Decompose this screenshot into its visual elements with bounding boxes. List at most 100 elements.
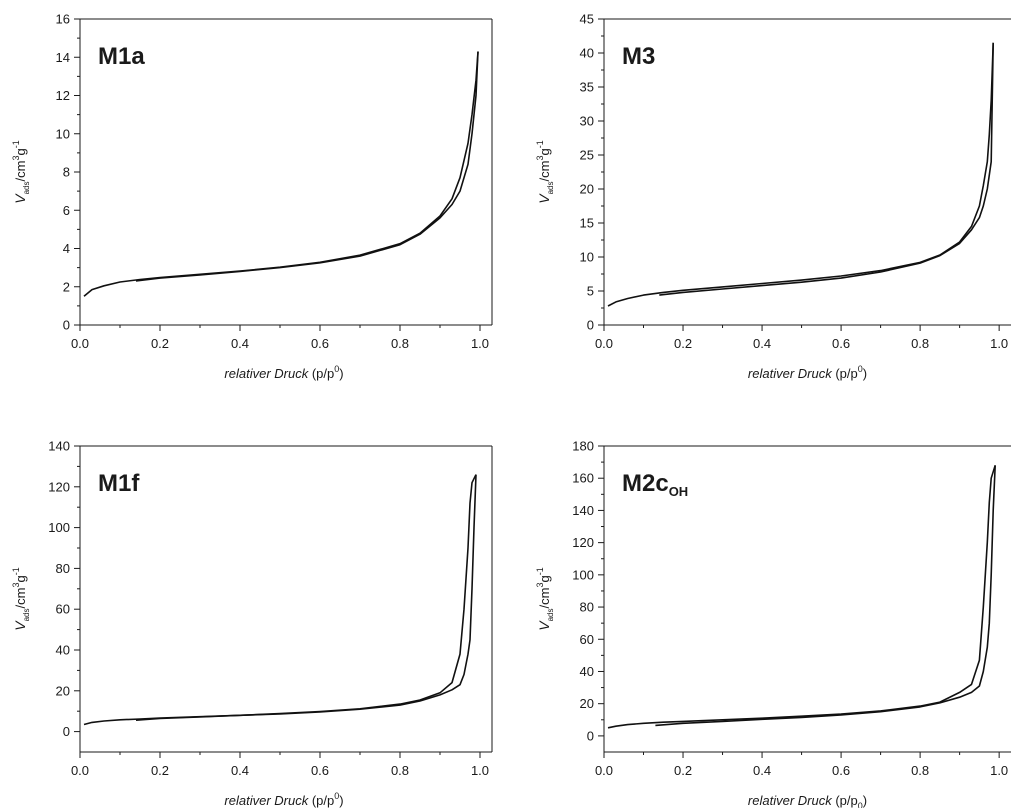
y-axis-label-unit: /cm bbox=[537, 161, 552, 182]
x-tick-label: 0.2 bbox=[151, 336, 169, 351]
y-tick-label: 0 bbox=[587, 318, 594, 333]
y-axis-label-expm1: -1 bbox=[11, 140, 21, 148]
x-tick-label: 0.4 bbox=[231, 336, 249, 351]
x-axis-label-sup: 0 bbox=[334, 791, 339, 801]
y-tick-label: 10 bbox=[56, 126, 70, 141]
isotherm-branch-1 bbox=[83, 51, 479, 297]
panel-label-subscript: OH bbox=[669, 484, 689, 499]
y-tick-label: 40 bbox=[580, 664, 594, 679]
y-axis-label: Vads/cm3g-1 bbox=[11, 567, 31, 630]
y-axis-label-g: g bbox=[537, 575, 552, 582]
x-axis-label: relativer Druck (p/p0) bbox=[748, 364, 867, 381]
x-tick-label: 1.0 bbox=[990, 763, 1008, 778]
x-tick-label: 0.2 bbox=[674, 336, 692, 351]
y-axis-label-unit: /cm bbox=[13, 161, 28, 182]
y-axis-label-g: g bbox=[13, 148, 28, 155]
y-tick-label: 30 bbox=[580, 114, 594, 129]
x-axis-label-close: ) bbox=[863, 793, 867, 808]
y-axis-label-exp3: 3 bbox=[535, 583, 545, 588]
y-tick-label: 8 bbox=[63, 165, 70, 180]
y-axis-label-unit: /cm bbox=[537, 588, 552, 609]
y-axis-label-v: V bbox=[536, 193, 552, 204]
y-axis-label-expm1: -1 bbox=[11, 567, 21, 575]
y-tick-label: 120 bbox=[572, 535, 594, 550]
x-tick-label: 0.8 bbox=[391, 763, 409, 778]
y-tick-label: 35 bbox=[580, 80, 594, 95]
x-axis-label-italic: relativer Druck bbox=[224, 366, 309, 381]
y-axis-label-sub: ads bbox=[22, 608, 31, 621]
y-tick-label: 10 bbox=[580, 250, 594, 265]
x-axis-label-italic: relativer Druck bbox=[748, 366, 833, 381]
y-tick-label: 2 bbox=[63, 279, 70, 294]
y-tick-label: 45 bbox=[580, 12, 594, 27]
isotherm-branch-2 bbox=[655, 465, 996, 727]
chart-panel-4: 0 20 40 60 80 100 120 140 160 180 0.0 0.2 0.4 0.6 0.8 1… bbox=[535, 439, 1011, 808]
chart-panel-1: 0 2 4 6 8 10 12 14 16 0.0 0.2 0.4 0.6 0.8 1.0 relativer… bbox=[11, 12, 493, 381]
y-axis-label-v: V bbox=[536, 620, 552, 631]
x-tick-label: 0.2 bbox=[151, 763, 169, 778]
x-tick-label: 0.2 bbox=[674, 763, 692, 778]
y-axis-label-exp3: 3 bbox=[535, 156, 545, 161]
x-tick-label: 0.4 bbox=[753, 336, 771, 351]
y-tick-label: 20 bbox=[580, 182, 594, 197]
y-tick-label: 60 bbox=[56, 602, 70, 617]
panel-label: M2cOH bbox=[622, 470, 688, 499]
y-axis-label-g: g bbox=[537, 148, 552, 155]
y-axis-label: Vads/cm3g-1 bbox=[535, 567, 555, 630]
panel-label: M1a bbox=[98, 43, 145, 70]
y-tick-label: 40 bbox=[580, 46, 594, 61]
isotherm-branch-1 bbox=[83, 474, 477, 726]
x-axis-label-sup: 0 bbox=[858, 364, 863, 374]
y-axis-label: Vads/cm3g-1 bbox=[11, 140, 31, 203]
y-tick-label: 4 bbox=[63, 241, 70, 256]
x-tick-label: 1.0 bbox=[471, 336, 489, 351]
y-tick-label: 0 bbox=[587, 728, 594, 743]
x-axis-label: relativer Druck (p/p0) bbox=[224, 364, 343, 381]
y-tick-label: 120 bbox=[48, 479, 70, 494]
y-tick-label: 0 bbox=[63, 724, 70, 739]
x-axis-label-close: ) bbox=[339, 793, 343, 808]
y-tick-label: 40 bbox=[56, 643, 70, 658]
x-tick-label: 0.0 bbox=[595, 763, 613, 778]
x-axis-label-sub: 0 bbox=[858, 801, 863, 808]
y-axis-label-unit: /cm bbox=[13, 588, 28, 609]
x-tick-label: 0.8 bbox=[391, 336, 409, 351]
x-axis-label-unit: (p/p bbox=[832, 366, 858, 381]
x-axis-label-italic: relativer Druck bbox=[224, 793, 309, 808]
isotherm-branch-1 bbox=[607, 465, 996, 729]
panel-label-main: M2c bbox=[622, 470, 669, 497]
y-tick-label: 6 bbox=[63, 203, 70, 218]
x-axis-label-unit: (p/p bbox=[832, 793, 858, 808]
y-tick-label: 80 bbox=[580, 600, 594, 615]
isotherm-branch-1 bbox=[607, 42, 994, 307]
panel-label: M3 bbox=[622, 43, 655, 70]
isotherm-branch-2 bbox=[135, 51, 479, 282]
x-axis-label-italic: relativer Druck bbox=[748, 793, 833, 808]
panel-label-main: M1f bbox=[98, 470, 140, 497]
isotherm-branch-2 bbox=[135, 474, 477, 721]
x-axis-label-close: ) bbox=[863, 366, 867, 381]
y-axis-label-v: V bbox=[12, 620, 28, 631]
y-tick-label: 100 bbox=[572, 567, 594, 582]
y-axis-label-g: g bbox=[13, 575, 28, 582]
x-axis-label-unit: (p/p bbox=[308, 793, 334, 808]
x-tick-label: 0.0 bbox=[71, 336, 89, 351]
y-tick-label: 160 bbox=[572, 471, 594, 486]
panel-label-main: M3 bbox=[622, 43, 655, 70]
y-tick-label: 140 bbox=[572, 503, 594, 518]
panel-label-main: M1a bbox=[98, 43, 145, 70]
y-tick-label: 14 bbox=[56, 50, 70, 65]
y-tick-label: 12 bbox=[56, 88, 70, 103]
x-tick-label: 1.0 bbox=[990, 336, 1008, 351]
x-tick-label: 0.6 bbox=[832, 763, 850, 778]
y-tick-label: 5 bbox=[587, 284, 594, 299]
chart-panel-3: 0 20 40 60 80 100 120 140 0.0 0.2 0.4 0.6 0.8 1.0 rela… bbox=[11, 439, 493, 808]
x-tick-label: 0.4 bbox=[231, 763, 249, 778]
x-tick-label: 0.0 bbox=[71, 763, 89, 778]
x-axis-label: relativer Druck (p/p0) bbox=[224, 791, 343, 808]
y-axis-label-exp3: 3 bbox=[11, 583, 21, 588]
y-axis-label-exp3: 3 bbox=[11, 156, 21, 161]
isotherm-branch-2 bbox=[659, 42, 994, 296]
